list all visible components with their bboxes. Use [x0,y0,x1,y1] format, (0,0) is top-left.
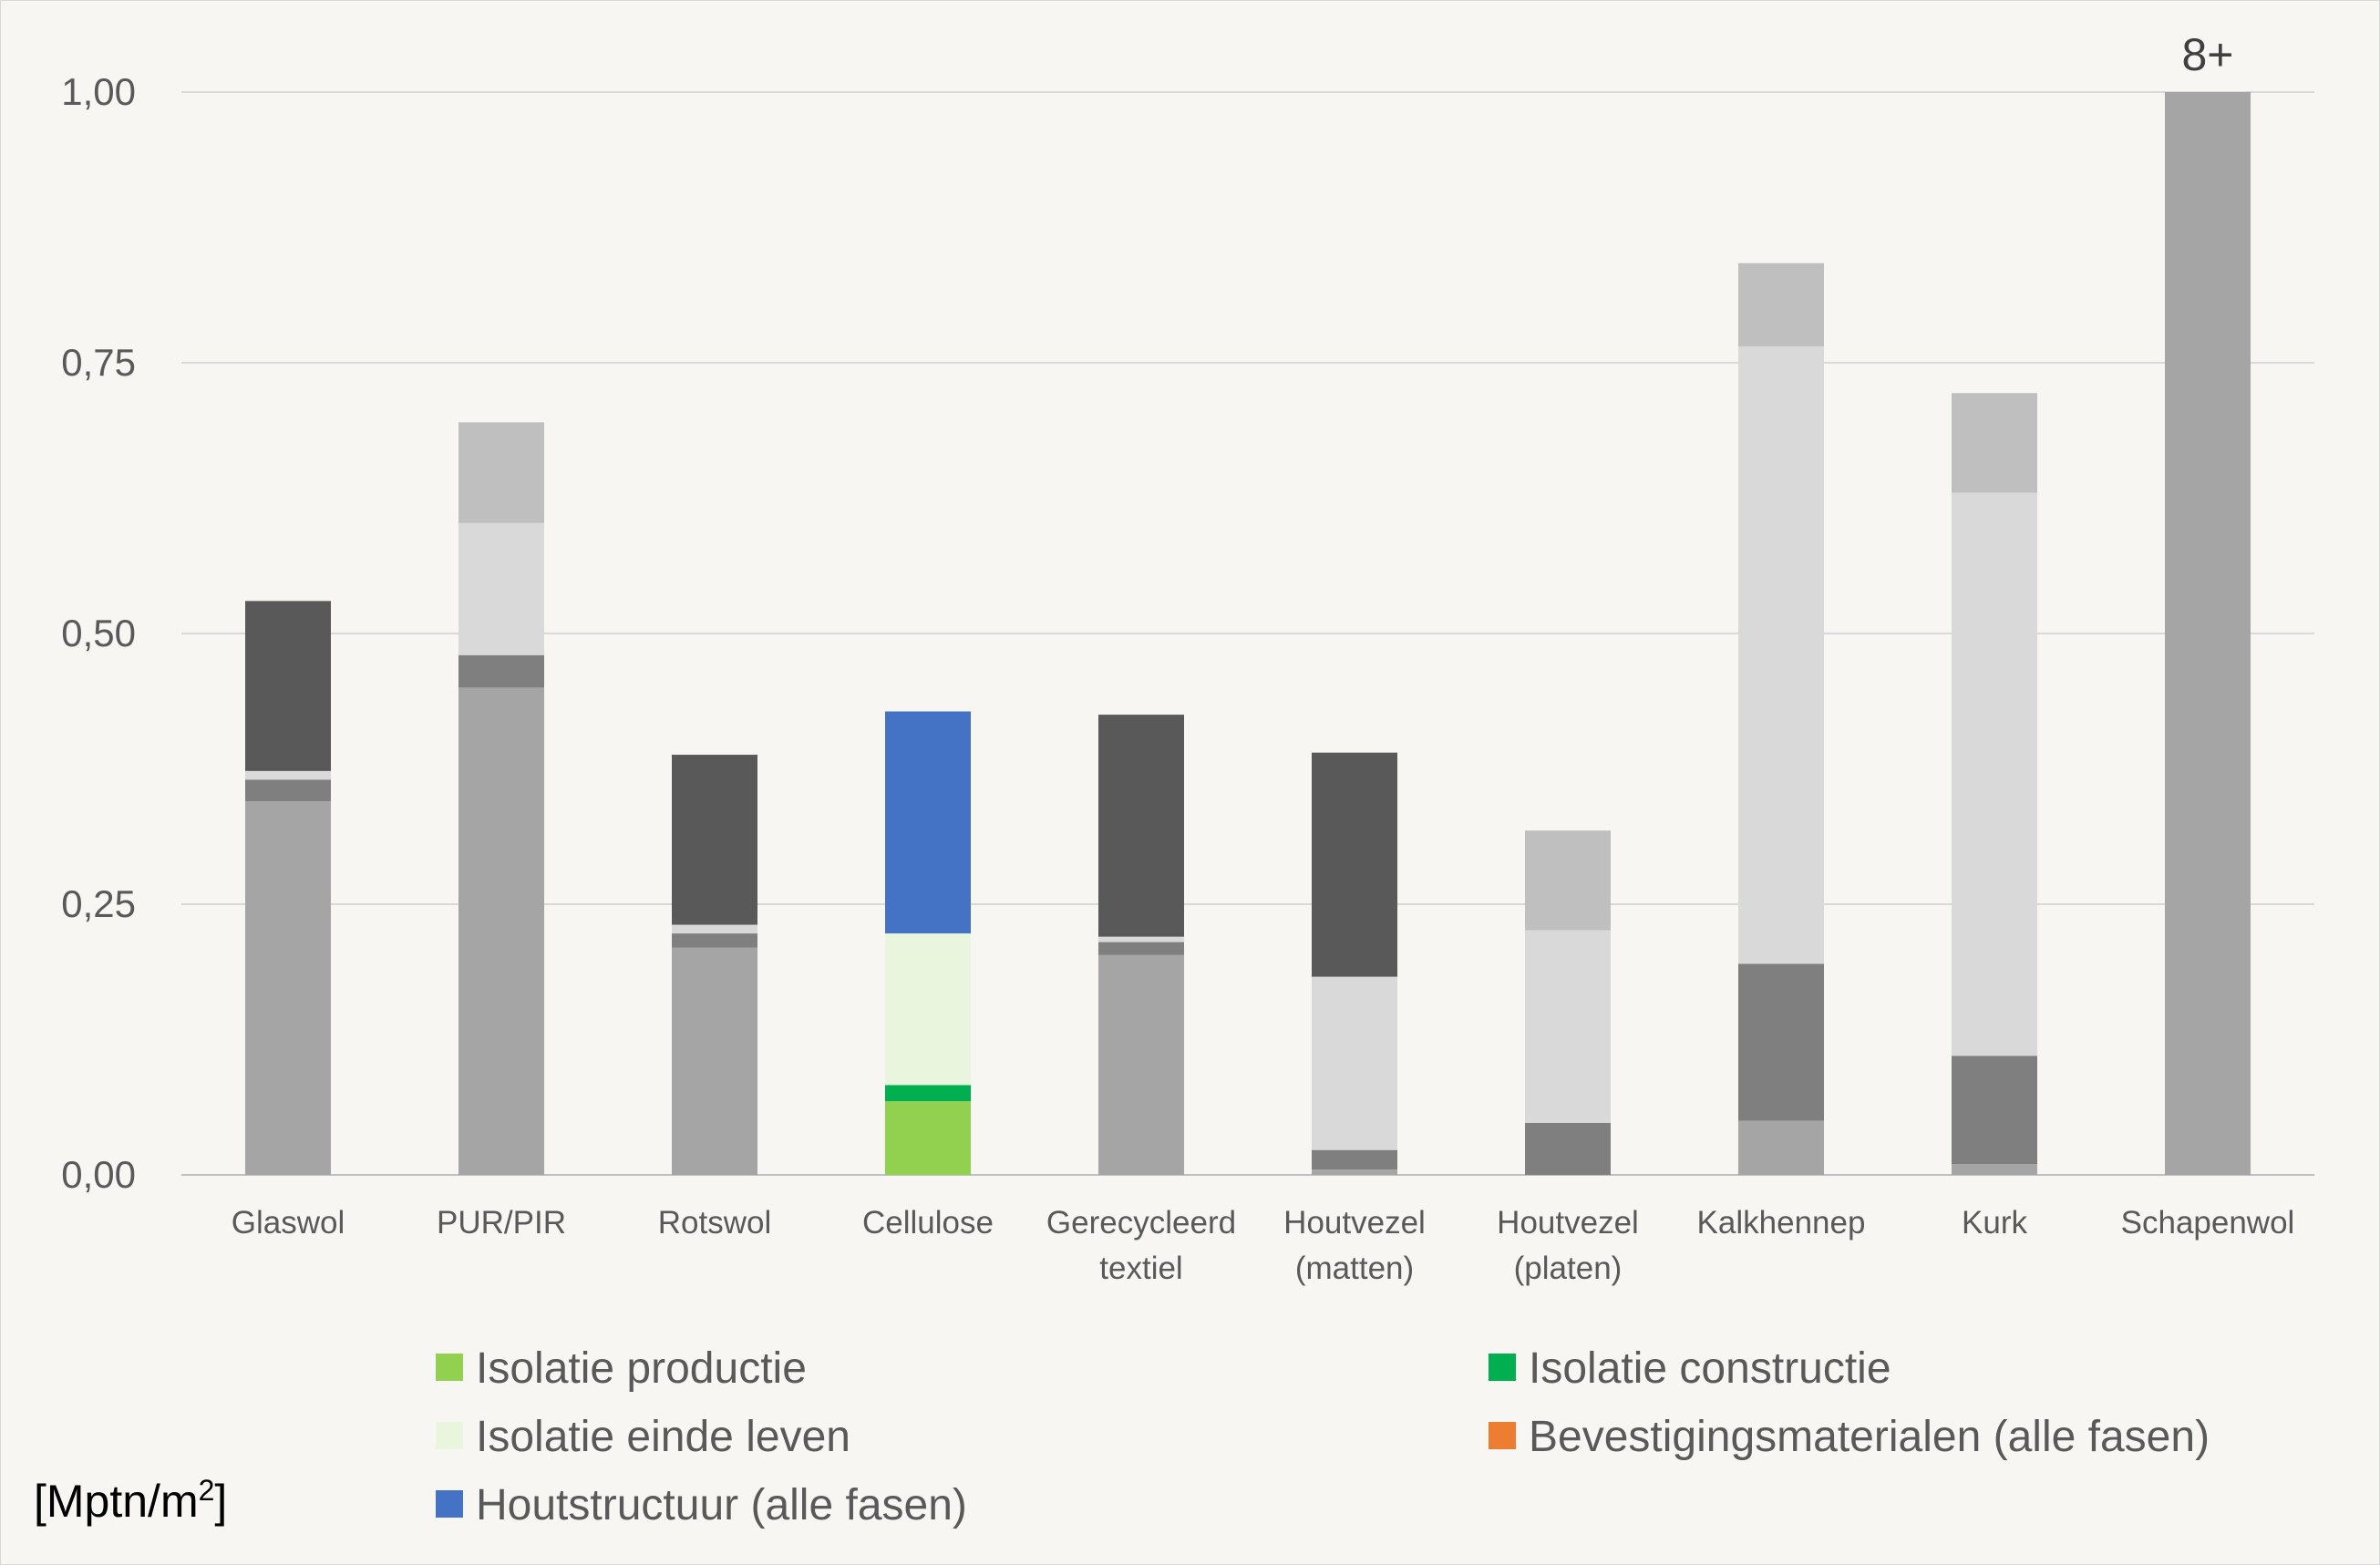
bar-segment [458,422,544,523]
bar-segment [1952,1164,2037,1175]
bar-segment [1738,963,1824,1121]
legend-swatch [436,1422,463,1449]
y-tick-label: 0,00 [61,1153,136,1196]
x-category-label-line: (platen) [1514,1251,1623,1286]
x-category-label: Gerecycleerd textiel [1046,1205,1236,1286]
bar-segment [1312,752,1397,977]
bar-segment [245,601,331,771]
x-category-label-line: Kalkhennep [1697,1205,1866,1241]
x-category-label-line: Houtvezel [1283,1205,1426,1241]
unit-label-superscript: 2 [199,1474,215,1507]
x-category-label-line: textiel [1099,1251,1182,1286]
bar-segment [885,1101,971,1175]
x-category-label-line: Houtvezel [1497,1205,1639,1241]
x-category-label-line: Schapenwol [2121,1205,2295,1241]
legend-label: Isolatie productie [476,1344,807,1393]
x-axis-category-labels: Glaswol PUR/PIR Rotswol Cellulose Gerecyclee… [232,1205,2295,1286]
bar-segment [1738,263,1824,347]
bars [245,92,2251,1175]
bar-segment [1738,346,1824,964]
bar-segment [1952,393,2037,493]
bar-segment [245,770,331,780]
bar-segment [1312,1149,1397,1170]
annotations: 8+ [2181,29,2233,80]
legend-label: Houtstructuur (alle fasen) [476,1481,967,1529]
x-category-label: Cellulose [862,1205,994,1241]
legend-swatch [1489,1422,1516,1449]
legend-label: Isolatie constructie [1529,1344,1891,1393]
legend-swatch [436,1354,463,1381]
bar-segment [1738,1120,1824,1175]
y-tick-label: 0,25 [61,882,136,925]
x-category-label: Rotswol [658,1205,771,1241]
x-category-label: Kalkhennep [1697,1205,1866,1241]
legend: Isolatie productie Isolatie constructie Is… [436,1344,2210,1529]
bar-segment [885,933,971,1086]
bar-segment [1098,715,1184,937]
bar-segment [1952,492,2037,1056]
x-category-label: Glaswol [232,1205,345,1241]
bar-segment [672,933,757,948]
x-category-label-line: Cellulose [862,1205,994,1241]
x-category-label: Kurk [1962,1205,2027,1241]
bar-overflow-annotation: 8+ [2181,29,2233,80]
legend-label: Isolatie einde leven [476,1413,850,1461]
x-category-label-line: PUR/PIR [437,1205,566,1241]
y-axis-tick-labels: 0,00 0,25 0,50 0,75 1,00 [61,70,136,1196]
legend-swatch [436,1490,463,1518]
unit-label-main: [Mptn/m [34,1476,199,1527]
bar-segment [458,654,544,688]
x-category-label-line: Kurk [1962,1205,2027,1241]
bar-segment [1525,1122,1611,1175]
bar-segment [1525,930,1611,1123]
bar-segment [1098,942,1184,955]
bar-segment [1312,976,1397,1150]
x-category-label: Houtvezel (platen) [1497,1205,1639,1286]
x-category-label-line: Gerecycleerd [1046,1205,1236,1241]
x-category-label-line: Glaswol [232,1205,345,1241]
bar-segment [458,522,544,655]
x-category-label: Houtvezel (matten) [1283,1205,1426,1286]
bar-segment [1312,1169,1397,1175]
bar-segment [1525,830,1611,931]
bar-segment [2165,92,2251,1175]
bar-segment [1098,954,1184,1175]
bar-segment [1098,936,1184,942]
x-category-label-line: Rotswol [658,1205,771,1241]
bar-segment [245,801,331,1175]
bar-segment [1952,1055,2037,1165]
bar-segment [245,779,331,802]
y-tick-label: 0,75 [61,341,136,384]
x-category-label: PUR/PIR [437,1205,566,1241]
bar-segment [885,1085,971,1102]
x-category-label: Schapenwol [2121,1205,2295,1241]
x-category-label-line: (matten) [1295,1251,1414,1286]
y-tick-label: 1,00 [61,70,136,113]
bar-segment [458,687,544,1175]
unit-label-suffix: ] [214,1476,227,1527]
bar-segment [672,947,757,1175]
bar-segment [885,711,971,934]
legend-swatch [1489,1354,1516,1381]
bar-segment [672,924,757,934]
legend-label: Bevestigingsmaterialen (alle fasen) [1529,1413,2210,1461]
y-tick-label: 0,50 [61,612,136,654]
bar-segment [672,755,757,925]
y-axis-unit-label: [Mptn/m2] [34,1474,227,1527]
